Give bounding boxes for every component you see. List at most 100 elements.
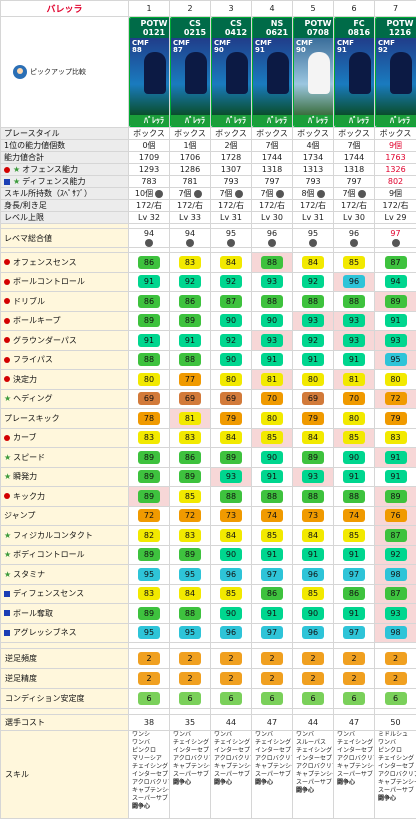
stat-tile: 69 [220,392,242,405]
stat-tile: 97 [261,626,283,639]
skill-item: インターセプト [296,755,333,763]
stat-value: 95 [129,565,170,585]
stat-tile: 93 [385,334,407,347]
stat-label-text: 決定力 [13,375,37,384]
stat-tile: 80 [138,373,160,386]
info-value: Lv 29 [375,212,416,224]
info-value: 9個 [375,140,416,152]
col-number-label: 1 [146,4,151,13]
stat-tile: 94 [385,275,407,288]
info-label: プレースタイル [1,128,129,140]
stat-value: 97 [252,623,293,643]
stat-value: 89 [211,448,252,468]
info-value: 7個 [170,188,211,200]
card-rating-value: 88 [132,46,142,54]
stat-label-text: ジャンプ [4,511,35,520]
info-value-text: 1763 [385,153,405,162]
info-value-text: Lv 33 [179,213,201,222]
card-name: ﾊﾞﾚｯﾗ [212,115,252,126]
gear-icon [268,239,276,247]
stat-tile: 91 [138,334,160,347]
skill-item: ワンバ [214,731,251,739]
skill-item: ワンバ [173,731,210,739]
info-value: ボックス [252,128,293,140]
info-value-text: 172/右 [177,201,203,210]
player-figure [185,52,207,94]
card-rating-value: 91 [255,46,265,54]
info-value: 172/右 [211,200,252,212]
skill-item: チェイシング [255,739,292,747]
extra-value: 2 [211,669,252,689]
stat-value: 88 [252,253,293,273]
stat-tile: 96 [220,626,242,639]
stat-tile: 89 [179,548,201,561]
stat-value: 88 [129,350,170,370]
extra-value: 6 [170,689,211,709]
stat-value: 83 [170,253,211,273]
info-value-text: 1318 [262,165,282,174]
stat-tile: 84 [302,256,324,269]
stat-tile: 77 [179,373,201,386]
info-value-text: 1326 [385,165,405,174]
col-number-label: 5 [310,4,315,13]
col-number: 2 [170,1,211,17]
stat-value: 89 [375,292,416,312]
stat-value: 87 [375,584,416,604]
extra-tile: 2 [343,672,365,685]
stat-tile: 93 [261,275,283,288]
info-label: 身長/利き足 [1,200,129,212]
card-rating-value: 91 [337,46,347,54]
skill-item: インターセプト [132,771,169,779]
stat-label: ★フィジカルコンタクト [1,526,129,546]
extra-tile: 6 [343,692,365,705]
stat-value: 86 [170,448,211,468]
remake-label-text: レベマ総合値 [4,234,52,243]
player-figure [267,52,289,94]
stat-value: 74 [334,506,375,526]
card-tag: CS [189,19,201,28]
card-name-label: ﾊﾞﾚｯﾗ [267,116,287,125]
stat-tile: 83 [138,587,160,600]
info-value: 797 [334,176,375,188]
info-value: 1728 [211,152,252,164]
stat-value: 70 [252,389,293,409]
stat-value: 90 [211,545,252,565]
stat-value: 91 [129,272,170,292]
stat-tile: 96 [220,568,242,581]
skill-item: チェイシング [378,755,416,763]
stat-value: 69 [293,389,334,409]
stat-tile: 84 [179,587,201,600]
stat-tile: 73 [220,509,242,522]
gear-icon [317,190,325,198]
stat-tile: 96 [302,568,324,581]
stat-value: 80 [252,409,293,429]
col-number: 1 [129,1,170,17]
info-value-text: 1318 [344,165,364,174]
extra-tile: 2 [261,652,283,665]
stat-tile: 98 [385,568,407,581]
info-value: 802 [375,176,416,188]
stat-tile: 72 [385,392,407,405]
stat-tile: 89 [220,451,242,464]
stat-label-text: ドリブル [13,297,45,306]
card-tag: CS [230,19,242,28]
cost-label-text: 選手コスト [5,718,45,727]
stat-label: ディフェンスセンス [1,584,129,604]
stat-tile: 83 [385,431,407,444]
info-value-text: ボックス [297,129,329,138]
col-number: 7 [375,1,416,17]
info-value: 172/右 [293,200,334,212]
card-name-label: ﾊﾞﾚｯﾗ [390,116,410,125]
pickup-compare-link[interactable]: ピックアップ比較 [1,65,128,79]
extra-tile: 2 [302,652,324,665]
info-value: 8個 [293,188,334,200]
info-value-text: 7個 [260,189,273,198]
